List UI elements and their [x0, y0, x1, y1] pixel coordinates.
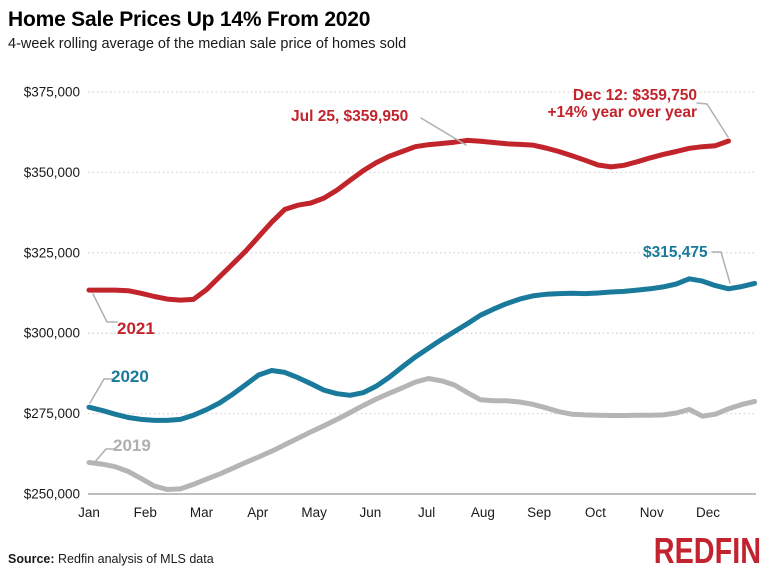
x-tick-label: Sep	[527, 505, 551, 520]
y-tick-label: $275,000	[24, 406, 80, 421]
x-tick-label: Jul	[418, 505, 435, 520]
x-tick-label: Oct	[585, 505, 606, 520]
series-label-2019: 2019	[113, 436, 151, 455]
y-tick-label: $350,000	[24, 165, 80, 180]
callout-line-2020	[89, 378, 113, 404]
series-label-2021: 2021	[117, 319, 155, 338]
annotation-2020-end: $315,475	[643, 244, 708, 261]
x-tick-label: Jun	[360, 505, 382, 520]
callout-line-2021	[92, 293, 118, 323]
source-label: Source:	[8, 552, 55, 566]
series-line-2021	[86, 137, 731, 303]
x-tick-label: Nov	[640, 505, 664, 520]
annotation-dec12-value: Dec 12: $359,750	[572, 87, 697, 104]
y-tick-label: $250,000	[24, 487, 80, 502]
callout-line-2019	[93, 448, 116, 464]
x-tick-label: Feb	[134, 505, 157, 520]
x-tick-label: Jan	[78, 505, 100, 520]
series-label-2020: 2020	[111, 367, 149, 386]
series-line-2020	[86, 276, 758, 423]
x-tick-label: Dec	[696, 505, 720, 520]
x-tick-label: Aug	[471, 505, 495, 520]
annotation-dec12-yoy: +14% year over year	[547, 104, 697, 122]
series-line-2019	[86, 376, 758, 492]
x-tick-label: Mar	[190, 505, 214, 520]
source-note: Source: Redfin analysis of MLS data	[8, 552, 214, 566]
callout-line-jul25	[420, 117, 467, 146]
y-tick-label: $325,000	[24, 245, 80, 260]
y-tick-label: $300,000	[24, 326, 80, 341]
page-subtitle: 4-week rolling average of the median sal…	[8, 36, 407, 52]
x-tick-label: May	[301, 505, 327, 520]
annotation-dec12: Dec 12: $359,750 +14% year over year	[547, 87, 697, 122]
annotation-jul25-peak: Jul 25, $359,950	[291, 108, 409, 125]
page-title: Home Sale Prices Up 14% From 2020	[8, 8, 371, 31]
callout-line-2020-end	[711, 251, 731, 284]
source-text: Redfin analysis of MLS data	[54, 552, 214, 566]
callout-line-dec12	[696, 102, 729, 138]
y-tick-label: $375,000	[24, 85, 80, 100]
redfin-logo: REDFIN	[653, 530, 761, 571]
x-tick-label: Apr	[247, 505, 269, 520]
